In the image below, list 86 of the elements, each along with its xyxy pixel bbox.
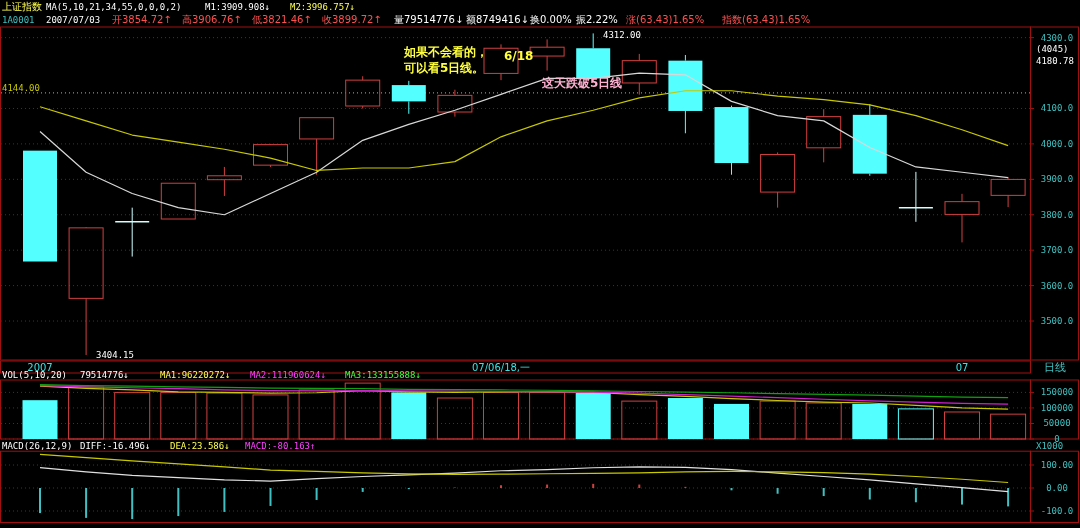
bar <box>667 398 703 439</box>
text: 2007/07/03 <box>46 15 101 25</box>
bar <box>529 391 566 440</box>
y-tick-label: 150000 <box>1040 387 1074 398</box>
bar <box>483 391 519 440</box>
bar <box>575 393 611 439</box>
y-tick-label: 4300.0 <box>1040 32 1074 43</box>
y-tick-label: 3800.0 <box>1040 209 1074 220</box>
bar <box>714 403 749 439</box>
bar <box>391 392 427 439</box>
text: 额8749416↓ <box>466 14 529 25</box>
text: 1A0001 <box>2 15 35 25</box>
x-tick-label: 07 <box>955 362 969 373</box>
text: 开3854.72↑ <box>112 14 172 25</box>
text: M2:3996.757↓ <box>290 2 356 12</box>
candlestick <box>990 176 1026 208</box>
candlestick <box>391 80 426 115</box>
text: M1:3909.908↓ <box>205 2 271 12</box>
annotation: 3404.15 <box>96 350 134 360</box>
annotation: 6/18 <box>504 49 534 63</box>
candlestick <box>437 89 473 118</box>
line-series <box>39 466 1009 493</box>
bar <box>759 400 796 440</box>
bar <box>160 391 197 440</box>
y-tick-label: 3700.0 <box>1040 245 1074 256</box>
text: 收3899.72↑ <box>322 14 382 25</box>
text: MACD:-80.163↑ <box>245 441 316 451</box>
text: 指数(63.43)1.65% <box>721 14 811 25</box>
line-series <box>39 384 1009 405</box>
bar <box>252 394 289 440</box>
y-tick-label: 4100.0 <box>1040 103 1074 114</box>
text: 低3821.46↑ <box>252 14 312 25</box>
bar <box>344 382 381 440</box>
y-tick-label: 3600.0 <box>1040 280 1074 291</box>
annotation: 这天跌破5日线 <box>541 76 623 90</box>
bar <box>897 408 934 440</box>
y-tick-label: 0.00 <box>1046 483 1068 493</box>
text: MA3:133155888↓ <box>345 370 421 380</box>
ref-line-label: 4144.00 <box>2 82 40 93</box>
bar <box>206 392 243 440</box>
text: 量79514776↓ <box>394 14 464 25</box>
y-tick-label: 3500.0 <box>1040 316 1074 327</box>
candlestick <box>668 54 703 134</box>
text: 上证指数 <box>2 1 42 12</box>
bar <box>114 391 151 440</box>
y-tick-label: -100.0 <box>1040 506 1074 516</box>
annotation: 4312.00 <box>603 30 641 40</box>
y-tick-label: 100.00 <box>1040 460 1074 470</box>
x-tick-label: 07/06/18,一 <box>471 362 531 373</box>
text: VOL(5,10,20) <box>2 370 68 380</box>
line-series <box>39 453 1009 484</box>
bar <box>298 389 335 440</box>
annotation: 可以看5日线。 <box>403 61 485 75</box>
y-tick-label: 50000 <box>1043 418 1071 429</box>
y-tick-label: 4000.0 <box>1040 138 1074 149</box>
text: 4180.78 <box>1036 56 1074 66</box>
bar <box>22 400 58 439</box>
bar <box>621 400 658 440</box>
bar <box>436 397 473 440</box>
bar <box>805 402 842 440</box>
text: MA2:111960624↓ <box>250 370 326 380</box>
bar <box>944 411 980 440</box>
text: 换0.00% <box>530 14 572 25</box>
line-series <box>39 384 1009 399</box>
y-tick-label: 100000 <box>1040 402 1074 413</box>
text: DEA:23.586↓ <box>170 441 230 451</box>
text: MA1:96220272↓ <box>160 370 231 380</box>
candlestick <box>898 171 934 223</box>
candlestick <box>806 108 842 163</box>
bar <box>990 413 1027 440</box>
text: DIFF:-16.496↓ <box>80 441 151 451</box>
text: X1000 <box>1036 441 1064 451</box>
candlestick <box>944 193 980 243</box>
bar <box>852 403 888 439</box>
text: MA(5,10,21,34,55,0,0,0,2) <box>46 2 182 12</box>
text: 涨(63.43)1.65% <box>626 14 705 25</box>
text: 高3906.76↑ <box>182 14 242 25</box>
y-tick-label: 3900.0 <box>1040 174 1074 185</box>
text: 振2.22% <box>576 14 618 25</box>
text: (4045) <box>1036 44 1069 54</box>
annotation: 如果不会看的， <box>403 45 488 59</box>
text: 日线 <box>1044 361 1066 374</box>
text: MACD(26,12,9) <box>2 441 73 451</box>
text: 79514776↓ <box>80 370 129 380</box>
candlestick <box>760 151 796 209</box>
candlestick <box>114 207 150 258</box>
